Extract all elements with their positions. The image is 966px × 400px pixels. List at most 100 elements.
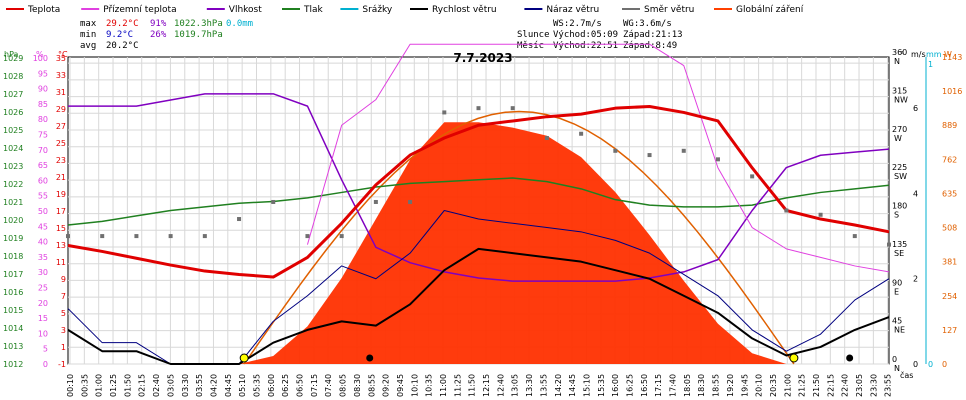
c-tick-label: 33 [56, 71, 66, 80]
hpa-tick-label: 1021 [3, 198, 23, 207]
legend-item: Náraz větru [546, 5, 599, 15]
series-solar-area [68, 122, 889, 364]
mm-tick-label: 1 [928, 60, 933, 69]
x-tick-label: 13:30 [525, 374, 534, 397]
ms-tick-label: 0 [913, 360, 918, 369]
sunrise-marker [239, 353, 249, 363]
c-tick-label: 5 [61, 309, 66, 318]
w-tick-label: 762 [942, 155, 957, 164]
hpa-tick-label: 1024 [3, 144, 23, 153]
wind-direction-point [613, 148, 618, 153]
pct-tick-label: 40 [38, 238, 48, 247]
legend-item: Globální záření [736, 5, 804, 15]
hpa-tick-label: 1029 [3, 54, 23, 63]
wind-direction-point [202, 234, 207, 239]
stat-min-label: min [80, 30, 96, 40]
stat-max-temp: 29.2°C [106, 19, 139, 29]
hpa-tick-label: 1027 [3, 90, 23, 99]
c-tick-label: 31 [56, 88, 66, 97]
moon-rise: Východ:22:51 [553, 41, 618, 51]
series-temperature [67, 104, 890, 279]
x-tick-label: 08:30 [353, 374, 362, 397]
stats-block: max 29.2°C 91% 1022.3hPa 0.0mm min 9.2°C… [80, 19, 253, 51]
hpa-tick-label: 1023 [3, 162, 23, 171]
hpa-tick-label: 1019 [3, 234, 23, 243]
hpa-tick-label: 1012 [3, 360, 23, 369]
direction-tick-name: SE [894, 249, 904, 258]
c-tick-label: 27 [56, 122, 66, 131]
w-tick-label: 127 [942, 326, 957, 335]
wind-direction-point [681, 148, 686, 153]
stat-min-hum: 26% [150, 30, 167, 40]
c-tick-label: 7 [61, 292, 66, 301]
x-tick-label: 23:05 [855, 374, 864, 397]
wind-direction-point [818, 212, 823, 217]
direction-tick-name: NE [894, 326, 905, 335]
direction-tick-label: 315 [892, 86, 907, 95]
x-tick-label: 15:35 [597, 374, 606, 397]
x-tick-label: 13:05 [511, 374, 520, 397]
stat-min-temp: 9.2°C [106, 30, 133, 40]
direction-tick-label: 45 [892, 317, 902, 326]
series-humidity [68, 93, 890, 282]
hpa-tick-label: 1026 [3, 108, 23, 117]
wind-direction-point [271, 199, 276, 204]
stat-max-hum: 91% [150, 19, 167, 29]
x-tick-label: 23:30 [869, 374, 878, 397]
wind-direction-point [237, 217, 242, 222]
series-solar-theoretical [243, 110, 795, 365]
c-tick-label: 25 [56, 139, 66, 148]
x-tick-label: 22:15 [826, 374, 835, 397]
x-tick-label: 22:40 [841, 374, 850, 397]
x-tick-label: 05:35 [252, 374, 261, 397]
w-tick-label: 1016 [942, 87, 962, 96]
x-axis-label: čas [900, 370, 913, 380]
wind-direction-point [750, 174, 755, 179]
direction-tick-name: SW [894, 172, 907, 181]
x-tick-label: 21:50 [812, 374, 821, 397]
x-tick-label: 09:20 [382, 374, 391, 397]
legend-item: Vlhkost [229, 5, 262, 15]
pct-tick-label: 5 [43, 345, 48, 354]
hpa-tick-label: 1020 [3, 216, 23, 225]
stat-max-press: 1022.3hPa [174, 19, 223, 29]
x-tick-label: 21:25 [798, 374, 807, 397]
stat-avg-temp: 20.2°C [106, 41, 139, 51]
x-tick-label: 12:15 [482, 374, 491, 397]
direction-tick-name: NW [894, 95, 908, 104]
axis-label-hpa: hPa [4, 50, 19, 59]
legend-item: Přízemní teplota [103, 5, 176, 15]
x-tick-label: 09:45 [396, 374, 405, 397]
chart-legend: Teplota Přízemní teplota Vlhkost Tlak Srážky… [6, 5, 804, 15]
direction-tick-label: 0 [892, 355, 897, 364]
c-tick-label: 11 [56, 258, 66, 267]
c-tick-label: 23 [56, 156, 66, 165]
x-tick-label: 03:30 [181, 374, 190, 397]
x-tick-label: 03:55 [195, 374, 204, 397]
x-tick-label: 17:15 [654, 374, 663, 397]
x-tick-label: 18:55 [712, 374, 721, 397]
moonset-marker [366, 354, 374, 362]
wind-wg: WG:3.6m/s [623, 19, 672, 29]
pct-tick-label: 35 [38, 253, 48, 262]
pct-tick-label: 75 [38, 131, 48, 140]
w-tick-label: 0 [942, 360, 947, 369]
wind-direction-point [305, 234, 310, 239]
wind-direction-point [339, 234, 344, 239]
pct-tick-label: 15 [38, 314, 48, 323]
x-tick-label: 00:35 [80, 374, 89, 397]
x-tick-label: 21:00 [783, 374, 792, 397]
hpa-tick-label: 1014 [3, 324, 23, 333]
wind-direction-point [579, 131, 584, 136]
ms-tick-label: 6 [913, 104, 918, 113]
x-tick-label: 07:15 [310, 374, 319, 397]
hpa-tick-label: 1028 [3, 72, 23, 81]
axes: 1012101310141015101610171018101910201021… [3, 48, 962, 397]
pct-tick-label: 50 [38, 207, 48, 216]
wind-direction-point [852, 234, 857, 239]
direction-tick-name: E [894, 287, 899, 296]
pct-tick-label: 60 [38, 176, 48, 185]
c-tick-label: 3 [61, 326, 66, 335]
c-tick-label: 17 [56, 207, 66, 216]
c-tick-label: 15 [56, 224, 66, 233]
